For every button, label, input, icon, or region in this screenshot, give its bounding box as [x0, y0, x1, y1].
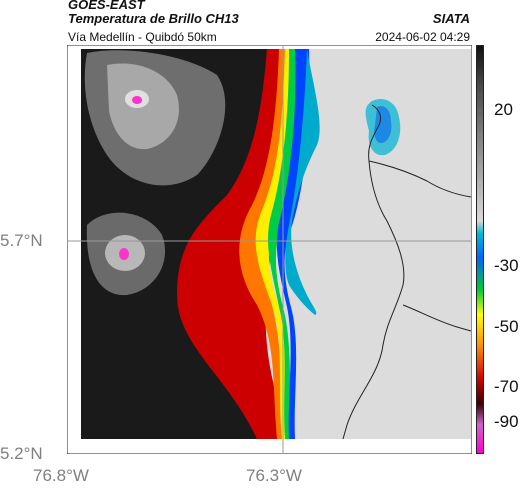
lat-label-5-2: 5.2°N [0, 444, 43, 463]
lon-label-76-3: 76.3°W [246, 466, 302, 485]
lon-label-76-8: 76.8°W [33, 466, 89, 485]
product-title: Temperatura de Brillo CH13 [68, 11, 239, 26]
imagery [81, 49, 471, 439]
region-subtitle: Vía Medellín - Quibdó 50km [68, 30, 217, 44]
coastline [342, 104, 472, 440]
agency-label: SIATA [432, 11, 470, 26]
colorbar [476, 45, 484, 454]
map-canvas [67, 45, 472, 454]
colorbar-label-20: 20 [494, 100, 513, 119]
colorbar-label-minus50: -50 [494, 317, 519, 336]
satellite-title: GOES-EAST [68, 0, 145, 12]
lat-label-5-7: 5.7°N [0, 231, 43, 250]
colorbar-label-minus70: -70 [494, 377, 519, 396]
satellite-map [67, 45, 472, 454]
colorbar-label-minus90: -90 [494, 412, 519, 431]
timestamp-label: 2024-06-02 04:29 [375, 30, 470, 44]
colorbar-label-minus30: -30 [494, 256, 519, 275]
